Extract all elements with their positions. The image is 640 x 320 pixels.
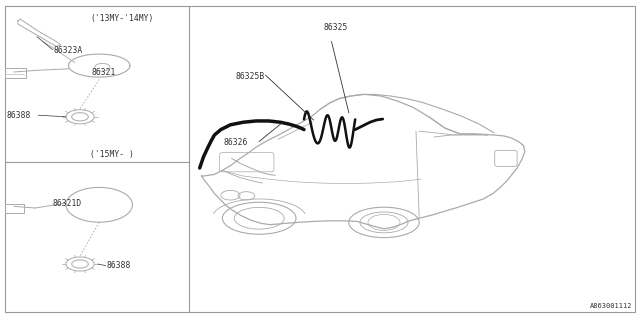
Text: ('15MY- ): ('15MY- ) xyxy=(90,150,134,159)
Text: 86321D: 86321D xyxy=(52,199,82,208)
Text: 86323A: 86323A xyxy=(53,46,83,55)
Text: 86325B: 86325B xyxy=(236,72,265,81)
Text: 86388: 86388 xyxy=(6,111,31,120)
Text: ('13MY-'14MY): ('13MY-'14MY) xyxy=(90,14,154,23)
Text: 86321: 86321 xyxy=(92,68,116,76)
Text: 86325: 86325 xyxy=(323,23,348,32)
Text: 86388: 86388 xyxy=(107,261,131,270)
Text: 86326: 86326 xyxy=(224,138,248,147)
Text: A863001112: A863001112 xyxy=(590,303,632,309)
